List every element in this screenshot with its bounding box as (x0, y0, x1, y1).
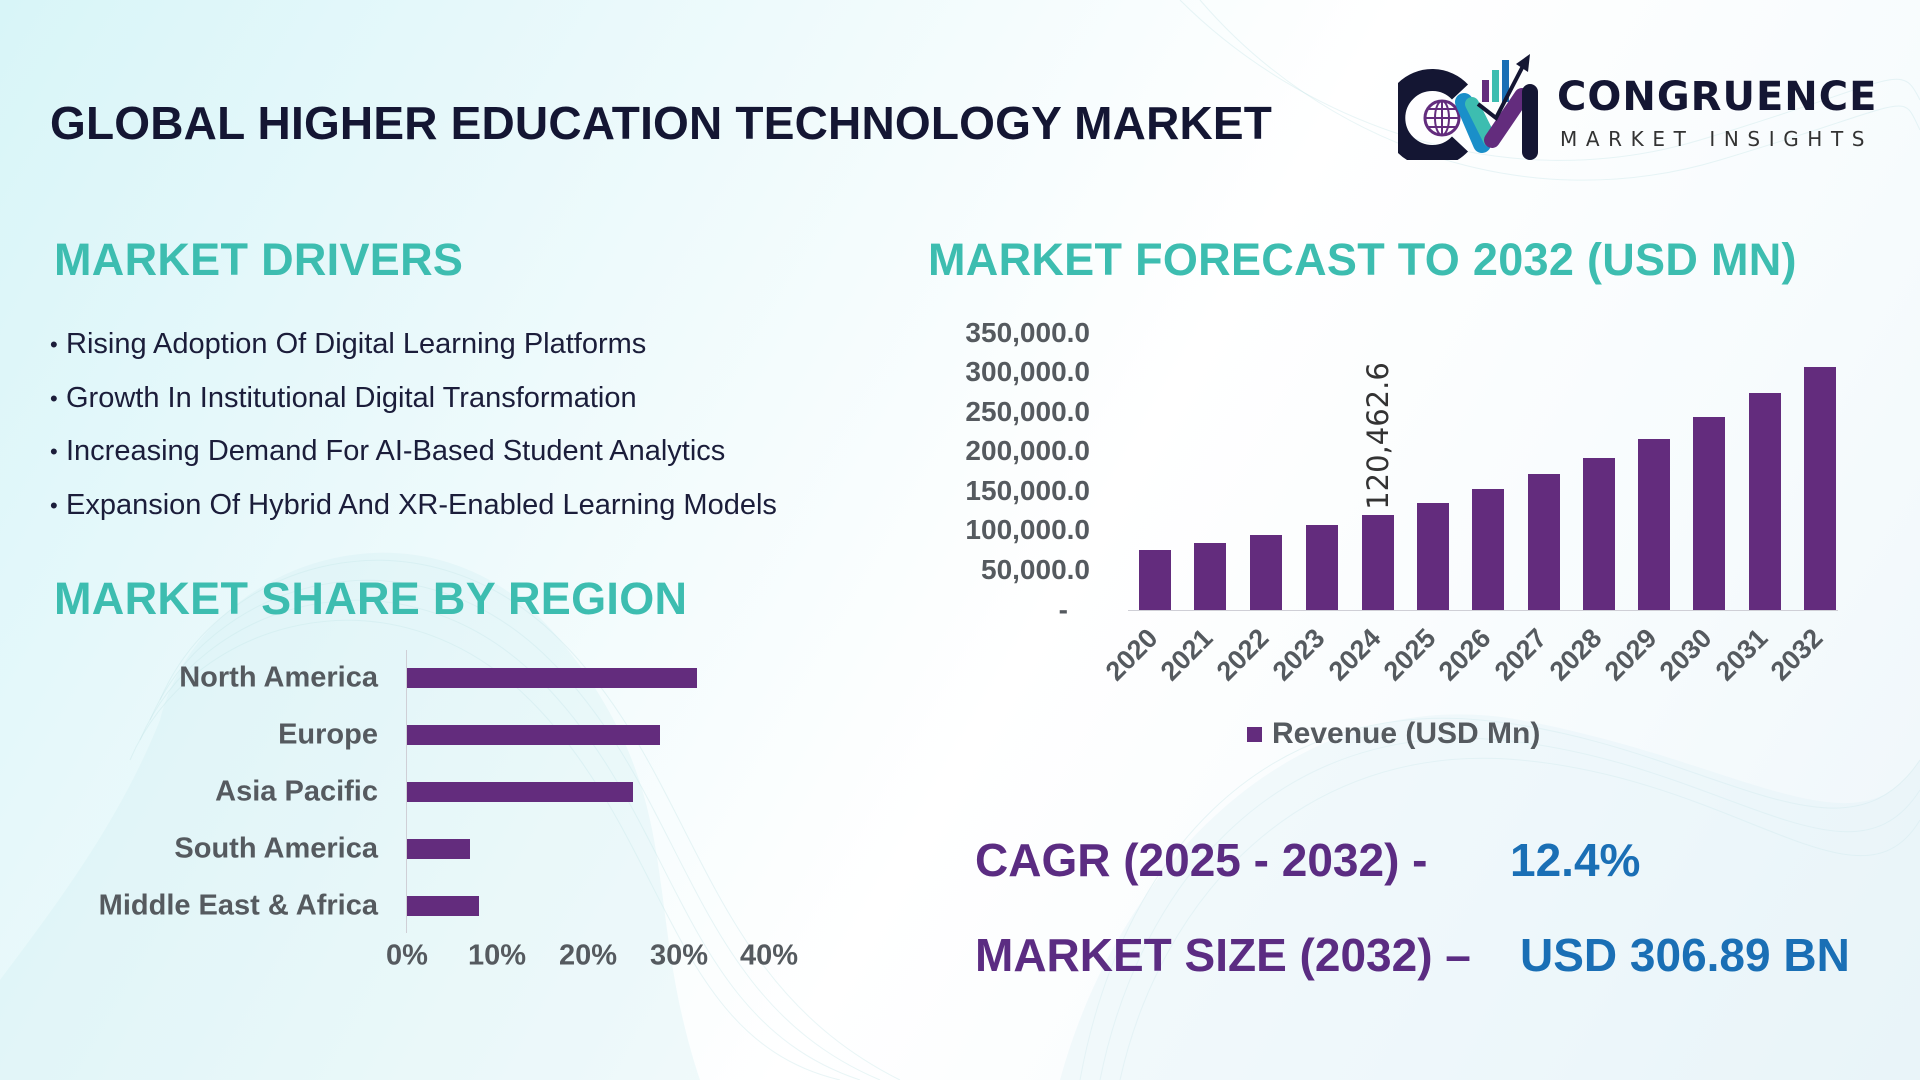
x-axis-tick: 2026 (1432, 622, 1497, 687)
x-axis-tick: 20% (558, 939, 618, 972)
region-bar-south-america (407, 839, 470, 859)
legend-label: Revenue (USD Mn) (1272, 717, 1541, 750)
driver-item: • Rising Adoption Of Digital Learning Pla… (50, 318, 777, 372)
cagr-label: CAGR (2025 - 2032) - (975, 834, 1428, 886)
region-label: South America (174, 832, 378, 865)
x-axis-tick: 2022 (1210, 622, 1275, 687)
region-label: Middle East & Africa (98, 889, 378, 922)
forecast-bar-2031 (1749, 393, 1781, 610)
forecast-bar-2029 (1638, 439, 1670, 610)
y-axis-tick: 200,000.0 (965, 435, 1090, 466)
region-bar-europe (407, 725, 660, 745)
driver-text: Expansion Of Hybrid And XR-Enabled Learn… (66, 488, 777, 521)
x-axis-tick: 2025 (1377, 622, 1442, 687)
x-axis-tick: 2020 (1099, 622, 1164, 687)
forecast-bar-2030 (1693, 417, 1725, 610)
y-axis-tick: 350,000.0 (965, 317, 1090, 348)
region-label: Europe (278, 718, 378, 751)
x-axis-tick: 2032 (1764, 622, 1829, 687)
chart-legend: Revenue (USD Mn) (1247, 717, 1540, 751)
bullet-icon: • (50, 332, 58, 357)
cagr-value: 12.4% (1510, 834, 1641, 886)
forecast-bar-2025 (1417, 503, 1449, 610)
driver-text: Rising Adoption Of Digital Learning Plat… (66, 328, 647, 360)
x-axis-baseline (1128, 610, 1838, 611)
x-axis-tick: 2024 (1322, 622, 1387, 687)
driver-item: • Expansion Of Hybrid And XR-Enabled Lear… (50, 479, 777, 533)
bullet-icon: • (50, 439, 58, 464)
driver-text: Growth In Institutional Digital Transfor… (66, 381, 637, 414)
region-bar-middle-east-africa (407, 896, 479, 916)
forecast-bar-2023 (1306, 525, 1338, 610)
region-label: North America (179, 661, 378, 694)
x-axis-tick: 10% (467, 939, 527, 972)
driver-text: Increasing Demand For AI-Based Student A… (66, 435, 726, 467)
forecast-bar-2020 (1139, 550, 1171, 610)
logo-name: CONGRUENCE (1557, 74, 1878, 120)
forecast-bar-2021 (1194, 543, 1226, 610)
forecast-bar-2032 (1804, 367, 1836, 610)
x-axis-tick: 2031 (1709, 622, 1774, 687)
x-axis-tick: 40% (739, 939, 799, 972)
market-size-value: USD 306.89 BN (1520, 929, 1850, 981)
x-axis-tick: 0% (386, 939, 428, 972)
region-chart-axis (406, 650, 407, 933)
cm-chart-globe-logo-icon (1383, 54, 1538, 167)
x-axis-tick: 2027 (1488, 622, 1553, 687)
forecast-bar-2026 (1472, 489, 1504, 610)
page-title: GLOBAL HIGHER EDUCATION TECHNOLOGY MARKE… (50, 97, 1273, 149)
market-drivers-list: • Rising Adoption Of Digital Learning Pla… (50, 318, 777, 532)
x-axis-tick: 2023 (1266, 622, 1331, 687)
legend-swatch-icon (1247, 726, 1262, 742)
y-axis-tick: - (1058, 594, 1068, 625)
y-axis-tick: 100,000.0 (965, 514, 1090, 545)
bullet-icon: • (50, 385, 58, 411)
y-axis-tick: 50,000.0 (981, 554, 1090, 585)
forecast-bar-2022 (1250, 535, 1282, 610)
x-axis-tick: 2021 (1154, 622, 1219, 687)
y-axis-tick: 300,000.0 (965, 356, 1090, 387)
market-drivers-heading: MARKET DRIVERS (54, 234, 464, 285)
company-logo (1383, 52, 1548, 167)
region-bar-asia-pacific (407, 782, 633, 802)
bar-data-label-2024: 120,462.6 (1361, 362, 1395, 510)
logo-tagline: MARKET INSIGHTS (1560, 127, 1874, 151)
driver-item: • Growth In Institutional Digital Transfo… (50, 372, 777, 426)
region-bar-north-america (407, 668, 697, 688)
x-axis-tick: 2028 (1543, 622, 1608, 687)
region-label: Asia Pacific (215, 775, 378, 808)
market-size-label: MARKET SIZE (2032) – (975, 929, 1471, 981)
forecast-heading: MARKET FORECAST TO 2032 (USD MN) (928, 234, 1797, 285)
region-share-heading: MARKET SHARE BY REGION (54, 573, 688, 624)
driver-item: • Increasing Demand For AI-Based Student … (50, 425, 777, 479)
y-axis-tick: 250,000.0 (965, 396, 1090, 427)
x-axis-tick: 2030 (1653, 622, 1718, 687)
forecast-bar-2027 (1528, 474, 1560, 610)
bullet-icon: • (50, 492, 58, 518)
forecast-bar-2028 (1583, 458, 1615, 610)
x-axis-tick: 30% (649, 939, 709, 972)
x-axis-tick: 2029 (1598, 622, 1663, 687)
y-axis-tick: 150,000.0 (965, 475, 1090, 506)
forecast-bar-2024 (1362, 515, 1394, 610)
